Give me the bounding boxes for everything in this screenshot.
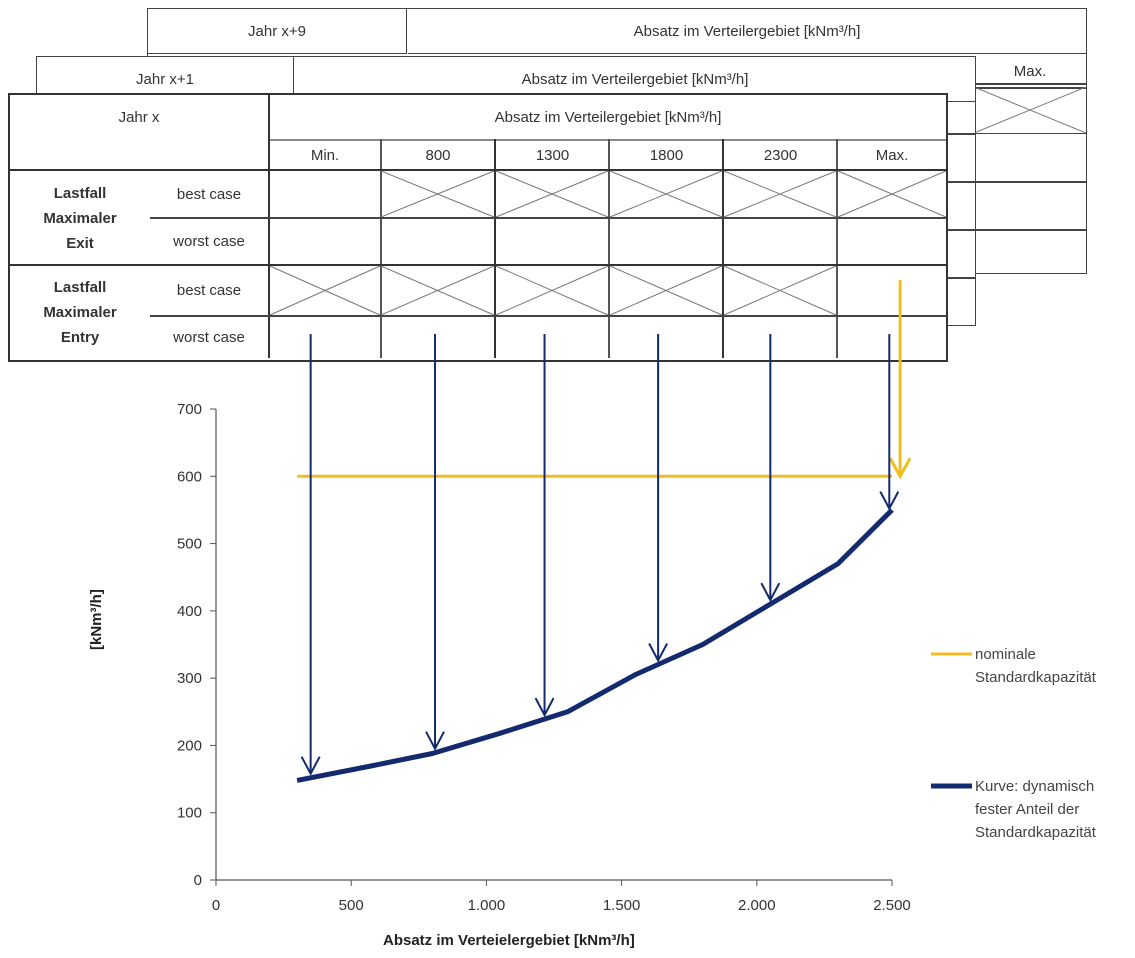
table-year-x9-crossed-cell	[974, 87, 1086, 134]
table-year-x9-max: Max.	[1013, 63, 1047, 80]
row-label: worst case	[173, 233, 245, 250]
column-header: Max.	[875, 146, 909, 164]
x-tick-label: 2.500	[873, 897, 911, 914]
table-year-x-header: Absatz im Verteilergebiet [kNm³/h]	[494, 108, 722, 126]
table-year-x9-year: Jahr x+9	[148, 9, 407, 54]
column-header: 1800	[649, 146, 684, 164]
y-tick-label: 500	[177, 536, 202, 553]
y-tick-label: 200	[177, 737, 202, 754]
table-year-x: Jahr x Absatz im Verteilergebiet [kNm³/h…	[8, 93, 948, 362]
nominal-arrow-head	[888, 457, 912, 480]
down-arrow-head	[534, 697, 555, 718]
x-tick-label: 1.500	[603, 897, 641, 914]
table-year-x9-header: Absatz im Verteilergebiet [kNm³/h]	[408, 9, 1086, 54]
y-tick-label: 400	[177, 603, 202, 620]
y-axis-label: [kNm³/h]	[88, 589, 105, 650]
column-header: 2300	[763, 146, 798, 164]
group-label-entry: Lastfall Maximaler Entry	[43, 278, 117, 346]
down-arrow-head	[879, 491, 900, 511]
down-arrow-head	[648, 643, 668, 663]
column-header: 1300	[535, 146, 570, 164]
down-arrow-head	[760, 582, 781, 603]
table-cell-crossouts	[269, 170, 946, 316]
column-header: 800	[425, 146, 451, 164]
row-label: best case	[176, 185, 242, 203]
x-tick-label: 500	[339, 897, 364, 914]
x-tick-label: 0	[212, 897, 220, 914]
table-year-x-year: Jahr x	[118, 108, 160, 126]
x-tick-label: 2.000	[738, 897, 776, 914]
series-line-curve	[296, 508, 894, 783]
x-axis-label: Absatz im Verteielergebiet [kNm³/h]	[383, 932, 635, 949]
down-arrow-head	[425, 731, 445, 751]
y-tick-label: 600	[177, 468, 202, 485]
y-tick-label: 300	[177, 670, 202, 687]
down-arrow-head	[300, 756, 321, 776]
row-label: worst case	[173, 329, 245, 346]
x-tick-label: 1.000	[468, 897, 506, 914]
column-header: Min.	[310, 146, 340, 164]
row-label: best case	[176, 282, 242, 299]
y-tick-label: 100	[177, 805, 202, 822]
y-tick-label: 0	[194, 872, 202, 889]
y-tick-label: 700	[177, 401, 202, 418]
legend-entry-nominal: nominale Standardkapazität	[975, 646, 1096, 686]
group-label-exit: Lastfall Maximaler Exit	[43, 184, 117, 252]
legend-entry-curve: Kurve: dynamisch fester Anteil der Stand…	[975, 778, 1096, 841]
